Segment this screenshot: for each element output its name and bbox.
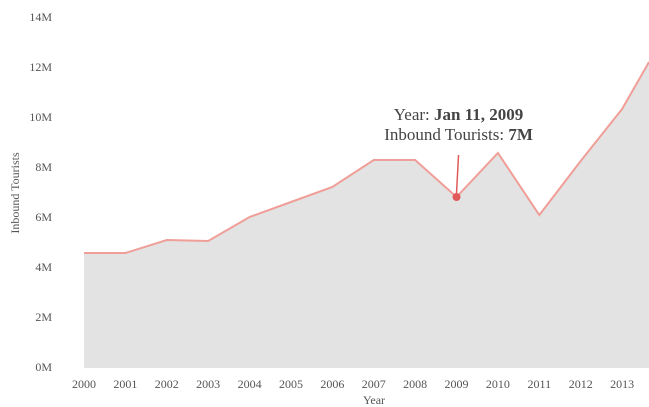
x-tick-label: 2008	[403, 377, 427, 391]
x-tick-label: 2010	[486, 377, 510, 391]
x-tick-label: 2005	[279, 377, 303, 391]
x-tick-label: 2013	[610, 377, 634, 391]
y-tick-label: 6M	[35, 210, 52, 224]
y-tick-label: 2M	[35, 310, 52, 324]
x-tick-label: 2002	[155, 377, 179, 391]
tooltip-line: Inbound Tourists: 7M	[384, 125, 533, 144]
x-tick-label: 2004	[238, 377, 262, 391]
line	[84, 61, 649, 254]
x-tick-label: 2007	[362, 377, 386, 391]
y-tick-label: 8M	[35, 160, 52, 174]
tooltip-x-value: Jan 11, 2009	[434, 105, 523, 124]
y-tick-label: 10M	[29, 110, 52, 124]
x-axis-title: Year	[363, 393, 385, 407]
x-tick-label: 2001	[113, 377, 137, 391]
tooltip-line: Year: Jan 11, 2009	[394, 105, 524, 124]
area	[84, 62, 649, 368]
tooltip-pointer	[455, 154, 460, 194]
x-tick-label: 2000	[72, 377, 96, 391]
x-tick-label: 2003	[196, 377, 220, 391]
x-tick-label: 2011	[528, 377, 552, 391]
tooltip-y-value: 7M	[508, 125, 533, 144]
y-tick-label: 14M	[29, 10, 52, 24]
tooltip-point	[452, 193, 461, 201]
x-tick-label: 2012	[569, 377, 593, 391]
x-tick-label: 2006	[320, 377, 344, 391]
y-tick-label: 4M	[35, 260, 52, 274]
y-tick-label: 12M	[29, 60, 52, 74]
tooltip-x-label: Year:	[394, 105, 430, 124]
tooltip-y-label: Inbound Tourists:	[384, 125, 504, 144]
x-tick-label: 2009	[445, 377, 469, 391]
y-axis-title: Inbound Tourists	[8, 152, 22, 234]
y-tick-label: 0M	[35, 360, 52, 374]
